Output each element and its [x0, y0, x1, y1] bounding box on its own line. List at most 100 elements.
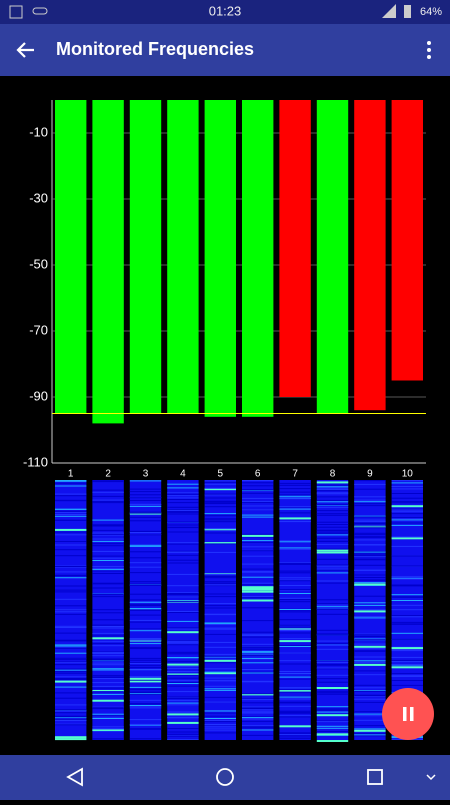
waterfall-line: [92, 480, 124, 482]
waterfall-line: [242, 541, 274, 543]
waterfall-line: [204, 501, 236, 503]
waterfall-line: [129, 629, 162, 631]
waterfall-line: [279, 691, 311, 693]
waterfall-line: [316, 558, 349, 560]
waterfall-line: [129, 593, 162, 595]
waterfall-line: [167, 513, 199, 515]
waterfall-line: [92, 651, 124, 653]
waterfall-line: [391, 545, 423, 547]
waterfall-line: [92, 545, 124, 547]
waterfall-line: [279, 732, 311, 734]
back-button[interactable]: [16, 42, 34, 58]
waterfall-line: [92, 582, 124, 584]
waterfall-line: [316, 565, 349, 567]
waterfall-line: [204, 668, 236, 670]
waterfall-line: [242, 534, 274, 537]
waterfall-line: [391, 664, 423, 665]
nav-home[interactable]: [216, 768, 234, 786]
waterfall-line: [55, 605, 87, 607]
waterfall-line: [242, 631, 274, 633]
waterfall-line: [391, 517, 423, 519]
waterfall-line: [92, 728, 124, 730]
waterfall-line: [129, 692, 162, 694]
waterfall-line: [242, 582, 274, 584]
waterfall-line: [391, 578, 423, 580]
waterfall-line: [242, 568, 274, 570]
waterfall-line: [391, 596, 423, 598]
waterfall-line: [279, 705, 311, 707]
waterfall-line: [167, 728, 199, 729]
waterfall-line: [92, 662, 124, 664]
waterfall-line: [242, 480, 274, 481]
waterfall-line: [204, 521, 236, 523]
waterfall-line: [167, 495, 199, 497]
waterfall-line: [92, 525, 124, 527]
waterfall-line: [167, 493, 199, 495]
waterfall-line: [316, 532, 349, 534]
waterfall-line: [167, 596, 199, 598]
waterfall-line: [55, 566, 87, 567]
waterfall-line: [279, 712, 311, 714]
nav-recents[interactable]: [367, 769, 383, 785]
waterfall-line: [204, 655, 236, 657]
bar: [92, 100, 124, 424]
waterfall-line: [167, 673, 199, 676]
waterfall-line: [316, 740, 349, 742]
waterfall-line: [129, 605, 162, 606]
waterfall-line: [279, 734, 311, 736]
waterfall-line: [167, 699, 199, 701]
waterfall-line: [354, 585, 386, 586]
waterfall-line: [242, 485, 274, 487]
waterfall-line: [279, 601, 311, 603]
waterfall-line: [55, 577, 87, 579]
waterfall-line: [316, 487, 349, 489]
status-time: 01:23: [209, 3, 242, 18]
waterfall-line: [167, 696, 199, 698]
waterfall-line: [129, 647, 162, 649]
waterfall-line: [391, 656, 423, 658]
battery-level: 64%: [420, 6, 442, 18]
waterfall-line: [391, 488, 423, 490]
waterfall-line: [92, 534, 124, 536]
waterfall-line: [242, 647, 274, 649]
nav-back[interactable]: [66, 767, 83, 787]
waterfall-line: [391, 659, 423, 661]
y-tick-label: -10: [29, 124, 48, 139]
waterfall-line: [92, 529, 124, 531]
waterfall-line: [242, 646, 274, 648]
waterfall-line: [167, 721, 199, 724]
waterfall-line: [167, 677, 199, 679]
waterfall-line: [129, 738, 162, 740]
waterfall-line: [129, 583, 162, 585]
waterfall-line: [204, 688, 236, 690]
menu-button[interactable]: [427, 41, 431, 59]
waterfall-line: [92, 557, 124, 559]
waterfall-line: [316, 727, 349, 729]
waterfall-line: [279, 495, 311, 497]
waterfall-line: [204, 712, 236, 714]
waterfall-line: [55, 585, 87, 587]
waterfall-line: [55, 669, 87, 671]
waterfall-line: [55, 511, 87, 513]
waterfall-line: [167, 627, 199, 629]
x-tick-label: 9: [367, 469, 373, 480]
waterfall-line: [316, 604, 349, 606]
pause-button[interactable]: [382, 688, 434, 740]
app-title: Monitored Frequencies: [56, 39, 254, 59]
waterfall-line: [55, 613, 87, 615]
waterfall-line: [279, 563, 311, 565]
waterfall-line: [391, 673, 423, 675]
waterfall-line: [279, 678, 311, 680]
waterfall-line: [204, 515, 236, 517]
waterfall-line: [316, 481, 349, 484]
waterfall-line: [167, 509, 199, 511]
waterfall-line: [92, 626, 124, 627]
waterfall-line: [316, 640, 349, 642]
waterfall-line: [204, 646, 236, 648]
waterfall-line: [391, 577, 423, 579]
nav-more[interactable]: [426, 774, 436, 781]
x-tick-label: 2: [105, 469, 111, 480]
waterfall-line: [242, 648, 274, 650]
waterfall-line: [167, 680, 199, 682]
waterfall-line: [316, 692, 349, 694]
